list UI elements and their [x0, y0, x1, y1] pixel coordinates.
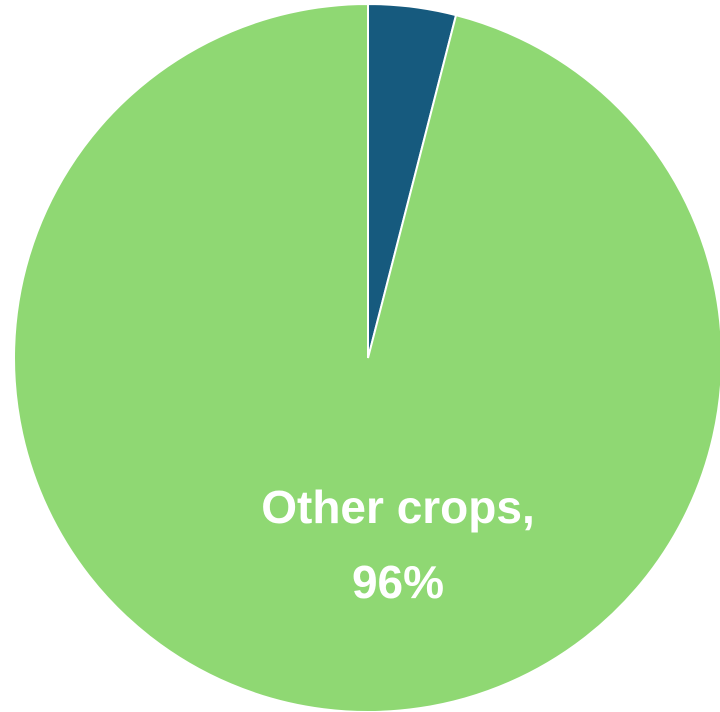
pie-slices	[13, 2, 720, 712]
pie-slice-other-crops	[13, 2, 720, 712]
slice-label-percent-other-crops: 96%	[352, 556, 444, 608]
pie-labels: Other crops, 96%	[261, 481, 535, 608]
slice-label-category-other-crops: Other crops,	[261, 481, 535, 533]
